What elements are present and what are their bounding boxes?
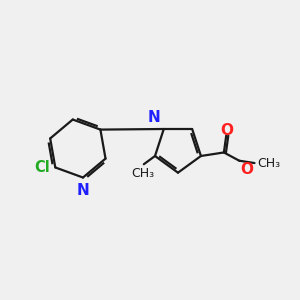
Text: Cl: Cl	[34, 160, 50, 175]
Text: CH₃: CH₃	[131, 167, 154, 180]
Text: O: O	[240, 162, 253, 177]
Text: O: O	[220, 123, 233, 138]
Text: N: N	[148, 110, 160, 125]
Text: CH₃: CH₃	[257, 157, 280, 169]
Text: N: N	[76, 183, 89, 198]
